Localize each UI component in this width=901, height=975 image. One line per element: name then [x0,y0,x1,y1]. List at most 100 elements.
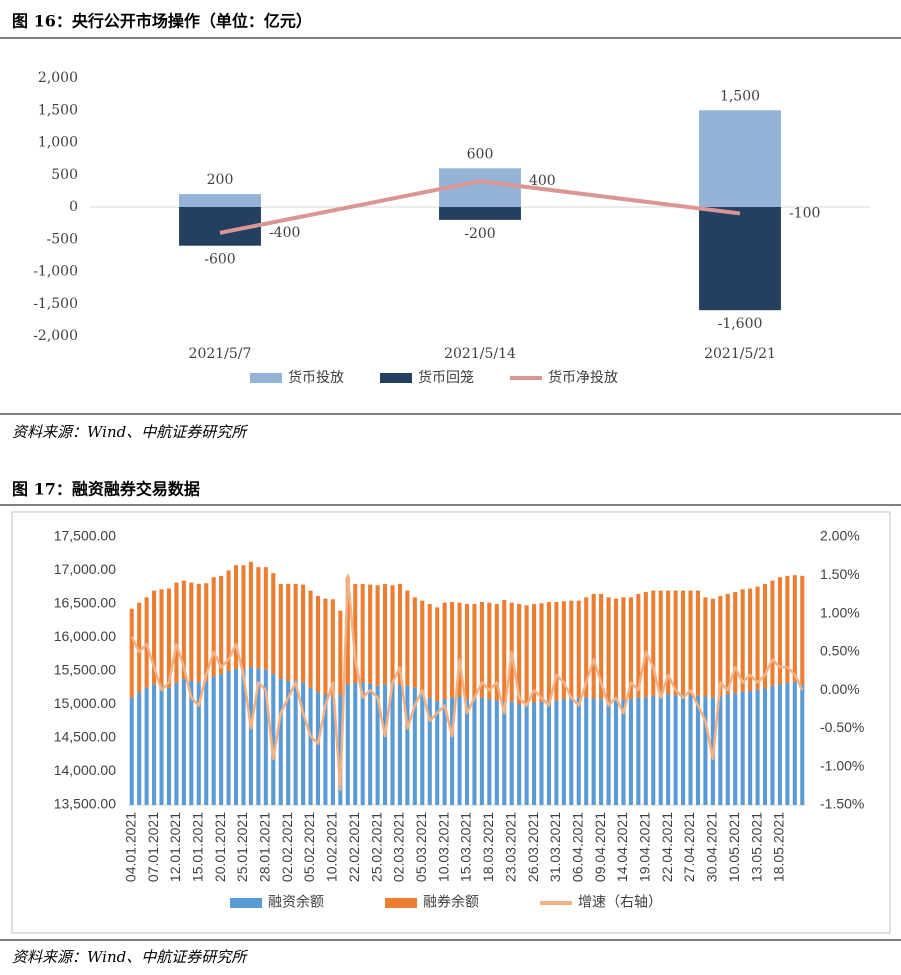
y-tick-label: 2,000 [38,70,78,86]
y2-tick-label: 2.00% [820,528,860,544]
data-label: 400 [529,173,556,189]
bar [315,692,321,805]
bar [382,684,388,805]
bar [457,602,462,697]
bar [308,687,313,805]
bar [196,682,201,805]
x-tick-label: 28.01.2021 [257,812,273,882]
y-tick-label: 0 [69,199,78,215]
bar [427,604,432,698]
bar [189,582,194,682]
bar [703,597,708,697]
bar [740,589,745,692]
legend-marker [380,373,412,383]
bar [204,680,209,805]
bar [606,597,611,702]
y2-tick-label: 1.50% [820,566,860,582]
legend-label: 融资余额 [268,894,324,910]
legend-label: 货币净投放 [548,369,618,386]
bar [420,692,425,805]
bar [800,684,805,805]
bar [427,697,432,805]
y-tick-label: 17,500.00 [54,528,116,544]
data-label: -200 [464,226,495,242]
bar [777,577,782,685]
bar [725,694,730,805]
bar [211,676,216,805]
bar [517,604,522,705]
y2-tick-label: 0.50% [820,643,860,659]
x-tick-label: 25.02.2021 [368,812,384,882]
bar [718,595,723,697]
bar [770,685,775,805]
y-tick-label: 14,500.00 [54,729,116,745]
bar [397,583,402,685]
bar [740,691,745,805]
bar [472,604,477,699]
bar [524,605,529,704]
bar [278,583,283,680]
bar [412,687,417,805]
bar [532,604,537,703]
bar [681,694,686,805]
bar [699,207,781,311]
bar [219,674,224,805]
bar [219,575,224,675]
bar [770,580,775,686]
bar [599,593,604,700]
x-tick-label: 23.03.2021 [502,812,518,882]
x-tick-label: 15.01.2021 [189,812,205,882]
bar [129,608,134,698]
bar [688,695,693,805]
bar [241,669,246,805]
source-note: 资料来源：Wind、中航证券研究所 [12,948,248,966]
bar [375,685,380,805]
bar [628,597,633,700]
bar [517,704,522,805]
bar [479,697,484,805]
legend-marker [250,373,282,383]
x-tick-label: 2021/5/14 [444,346,516,362]
line-series [219,179,741,235]
bar [248,666,253,805]
bar [196,583,201,683]
y-tick-label: 13,500.00 [54,796,116,812]
data-label: -100 [789,205,820,221]
bar [494,700,499,805]
y-tick-label: 14,000.00 [54,762,116,778]
bar [658,695,663,805]
x-tick-label: 06.04.2021 [569,812,585,882]
bar [785,683,790,805]
bar [338,694,343,805]
bar [345,684,350,805]
data-label: 200 [207,172,234,188]
bar [338,610,343,695]
chart: 13,500.00 14,000.00 14,500.00 15,000.00 15,5… [54,528,865,910]
x-tick-label: 02.02.2021 [279,812,295,882]
bar [695,590,701,696]
bar [554,601,559,701]
bar [524,703,529,805]
bar [755,586,760,690]
bar [651,590,656,696]
bar [308,590,313,688]
legend-label: 货币投放 [288,369,344,386]
x-tick-label: 18.05.2021 [771,812,787,882]
x-tick-label: 09.04.2021 [592,812,608,882]
bar [457,696,462,805]
bar [569,600,574,699]
bar [472,698,477,805]
bar [152,684,157,805]
bar [479,601,484,698]
bar [271,674,276,805]
bar [263,669,268,805]
bar [666,694,671,805]
x-tick-label: 2021/5/7 [189,346,252,362]
bar [330,696,335,805]
bar [502,701,507,805]
bar [569,698,574,805]
bar [174,582,179,684]
source-note: 资料来源：Wind、中航证券研究所 [12,423,248,441]
bar [613,700,619,805]
x-tick-label: 25.01.2021 [234,812,250,882]
